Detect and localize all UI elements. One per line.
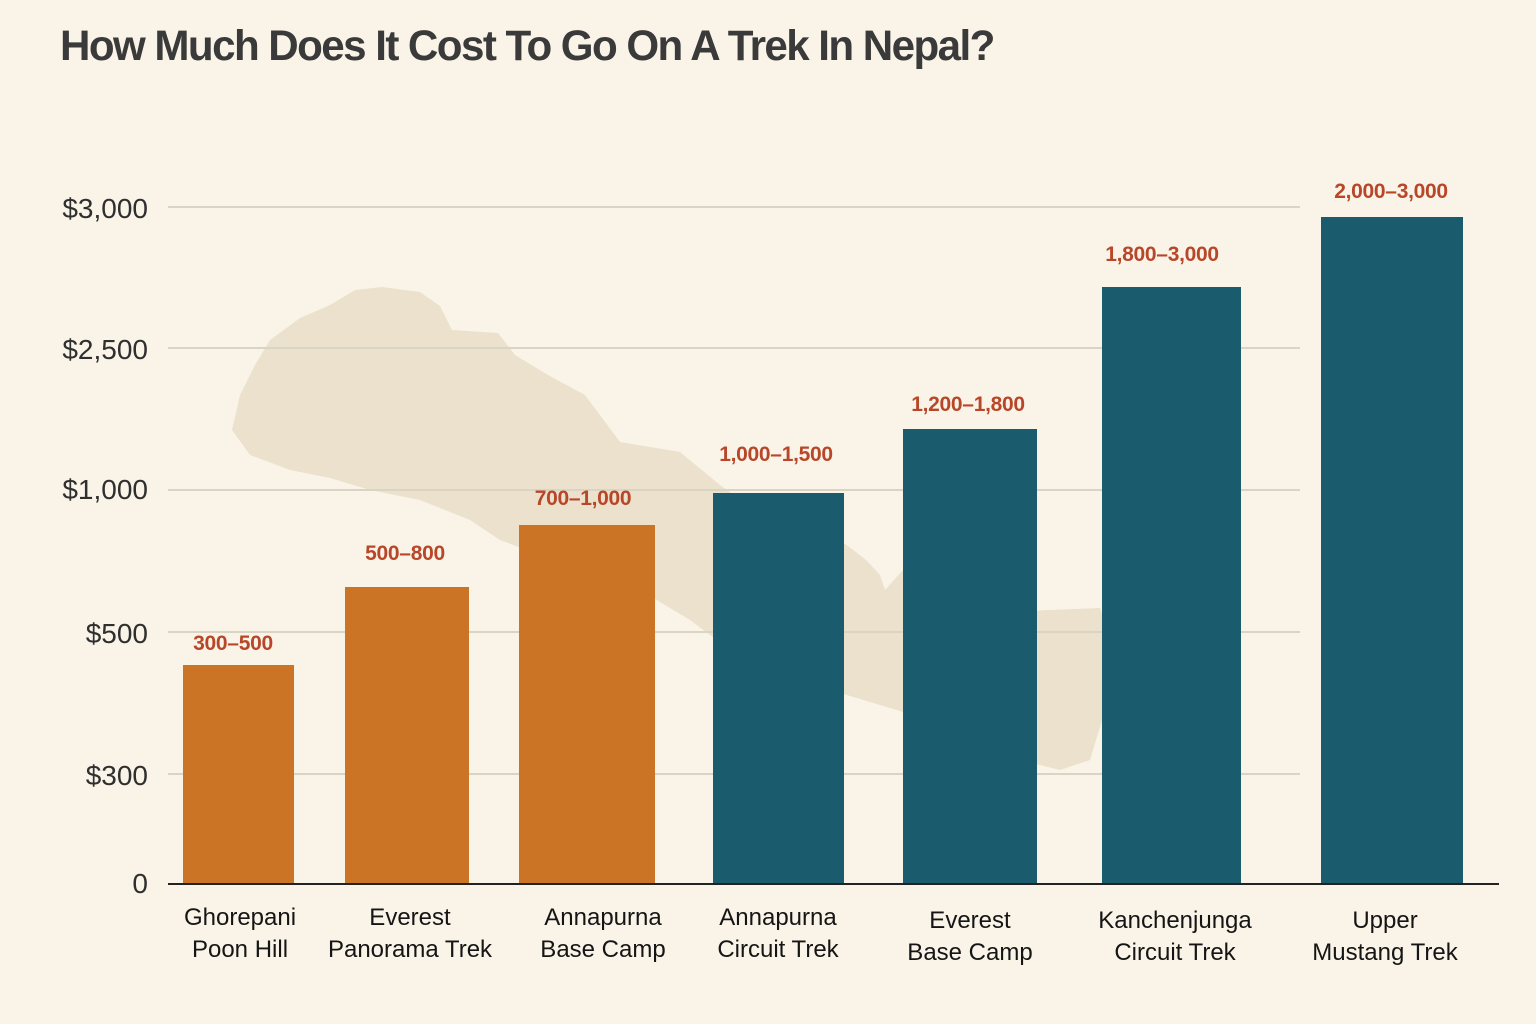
x-tick-label: Ghorepani Poon Hill — [184, 902, 296, 966]
bar-kanchenjunga-circuit-trek — [1102, 287, 1241, 884]
x-tick-line: Circuit Trek — [717, 936, 839, 963]
y-tick-label: $3,000 — [62, 193, 148, 224]
gridline-1000 — [168, 489, 1300, 491]
x-tick-line: Base Camp — [540, 936, 666, 963]
bar-everest-panorama-trek — [345, 587, 469, 884]
x-tick-label: Upper Mustang Trek — [1312, 905, 1457, 969]
x-tick-line: Circuit Trek — [1114, 939, 1236, 966]
x-tick-line: Base Camp — [907, 939, 1033, 966]
bar-value-label: 500–800 — [365, 542, 445, 565]
x-tick-line: Ghorepani — [183, 904, 297, 931]
bar-value-label: 1,000–1,500 — [719, 443, 833, 466]
x-tick-label: Kanchenjunga Circuit Trek — [1098, 905, 1251, 969]
x-tick-line: Annapurna — [544, 904, 662, 931]
bar-annapurna-base-camp — [519, 525, 655, 884]
y-tick-label: 0 — [132, 868, 148, 899]
bar-value-label: 300–500 — [193, 632, 273, 655]
bar-value-label: 1,800–3,000 — [1105, 243, 1219, 266]
chart-title: How Much Does It Cost To Go On A Trek In… — [60, 22, 995, 70]
y-tick-label: $1,000 — [62, 474, 148, 505]
bar-upper-mustang-trek — [1321, 217, 1463, 884]
bar-value-label: 700–1,000 — [534, 487, 632, 510]
y-tick-label: $300 — [85, 760, 148, 791]
gridline-3000 — [168, 206, 1300, 208]
x-tick-label: Annapurna Base Camp — [540, 902, 665, 966]
x-tick-line: Kanchenjunga — [1098, 907, 1252, 934]
x-tick-line: Mustang Trek — [1312, 939, 1458, 966]
bar-ghorepani-poon-hill — [183, 665, 294, 884]
x-tick-line: Everest — [369, 904, 451, 931]
x-tick-line: Panorama Trek — [327, 936, 493, 963]
bar-everest-base-camp — [903, 429, 1037, 884]
x-tick-line: Upper — [1352, 907, 1418, 934]
bar-value-label: 1,200–1,800 — [911, 393, 1025, 416]
x-tick-label: Everest Base Camp — [907, 905, 1032, 969]
y-tick-label: $500 — [85, 618, 148, 649]
y-tick-label: $2,500 — [62, 334, 148, 365]
bar-value-label: 2,000–3,000 — [1334, 180, 1448, 203]
x-tick-line: Poon Hill — [191, 936, 289, 963]
x-tick-label: Annapurna Circuit Trek — [717, 902, 838, 966]
gridline-2500 — [168, 347, 1300, 349]
x-axis-line — [168, 883, 1499, 885]
x-tick-label: Everest Panorama Trek — [328, 902, 492, 966]
x-tick-line: Annapurna — [719, 904, 837, 931]
bar-annapurna-circuit-trek — [713, 493, 844, 884]
x-tick-line: Everest — [929, 907, 1011, 934]
